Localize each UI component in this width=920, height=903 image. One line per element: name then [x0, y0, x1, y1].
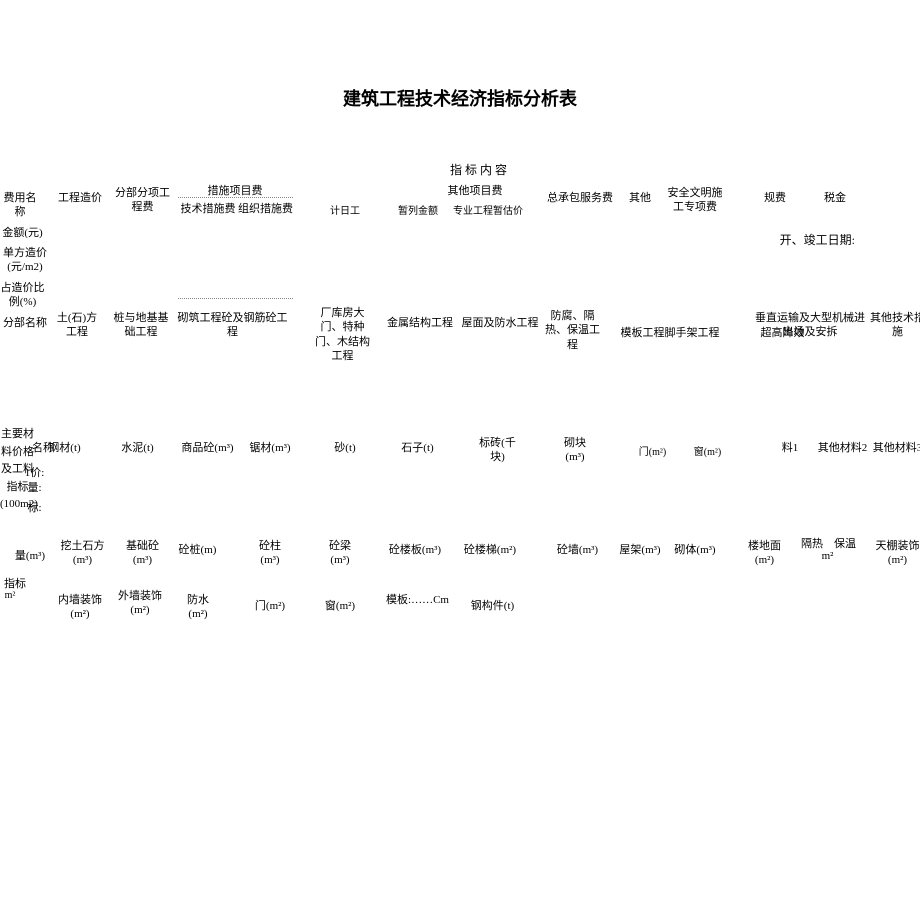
cell-concrete-wall: 砼墙(m³) — [550, 543, 605, 557]
cell-concrete-beam: 砼梁(m³) — [320, 539, 360, 568]
row-qty-m3: 量(m³) — [10, 549, 50, 563]
cell-door: 门(m²) — [250, 599, 290, 613]
cell-foundation-concrete: 基础砼(m³) — [120, 539, 165, 568]
cell-lumber: 锯材(m³) — [245, 441, 295, 455]
header-project-cost: 工程造价 — [55, 191, 105, 205]
cell-masonry-body: 砌体(m³) — [670, 543, 720, 557]
cell-roof-truss: 屋架(m³) — [615, 543, 665, 557]
header-reg-fee: 规费 — [755, 191, 795, 205]
divider — [178, 197, 293, 198]
cell-masonry: 砌筑工程砼及钢筋砼工程 — [175, 311, 290, 340]
cell-floor: 楼地面(m²) — [742, 539, 787, 568]
cell-interior-wall: 内墙装饰(m²) — [55, 593, 105, 622]
header-daywork: 计日工 — [320, 205, 370, 218]
cell-concrete-slab: 砼楼板(m³) — [385, 543, 445, 557]
header-fee-name: 费用名称 — [0, 191, 40, 220]
cell-metal-structure: 金属结构工程 — [385, 316, 455, 330]
cell-ceiling: 天棚装饰(m²) — [870, 539, 920, 568]
cell-super-high: 超高降效 — [755, 326, 810, 340]
cell-window: 窗(m²) — [320, 599, 360, 613]
cell-concrete-column: 砼柱(m³) — [250, 539, 290, 568]
cell-concrete: 商品砼(m³) — [175, 441, 240, 455]
header-org-measure: 组织措施费 — [238, 202, 293, 216]
header-other: 其他 — [620, 191, 660, 205]
cell-concrete-pile: 砼桩(m) — [175, 543, 220, 557]
cell-brick: 标砖(千块) — [475, 436, 520, 465]
cell-mat1: 料1 — [775, 441, 805, 455]
cell-cement: 水泥(t) — [115, 441, 160, 455]
cell-concrete-stair: 砼楼梯(m²) — [460, 543, 520, 557]
row-ratio: 占造价比例(%) — [0, 281, 45, 310]
row-price: 1价: — [22, 466, 47, 480]
cell-mat3: 其他材料3 — [870, 441, 920, 455]
indicator-unit: m² — [0, 589, 20, 602]
cell-block: 砌块(m³) — [555, 436, 595, 465]
cell-formwork: 模板:……Cm — [385, 593, 450, 607]
header-other-group: 其他项目费 — [440, 184, 510, 198]
header-tech-measure: 技术措施费 — [173, 202, 243, 216]
row-qty: 量: — [22, 481, 47, 495]
header-provisional: 暂列金额 — [388, 205, 448, 218]
header-tax: 税金 — [815, 191, 855, 205]
row-amount: 金额(元) — [0, 226, 45, 240]
cell-other-tech: 其他技术措施 — [870, 311, 920, 340]
cell-waterproof: 防水(m²) — [178, 593, 218, 622]
cell-anticorrosion: 防腐、隔热、保温工程 — [540, 309, 605, 352]
cell-formwork-scaffold: 模板工程脚手架工程 — [620, 326, 720, 340]
header-general-contract: 总承包服务费 — [545, 191, 615, 205]
cell-earthwork: 土(石)方工程 — [52, 311, 102, 340]
cell-pile-foundation: 桩与地基基础工程 — [112, 311, 170, 340]
cell-mat2: 其他材料2 — [815, 441, 870, 455]
cell-steel-component: 钢构件(t) — [465, 599, 520, 613]
divider — [178, 298, 293, 299]
header-safety: 安全文明施工专项费 — [665, 186, 725, 215]
cell-exterior-wall: 外墙装饰(m²) — [115, 589, 165, 618]
date-label: 开、竣工日期: — [780, 231, 855, 248]
page-title: 建筑工程技术经济指标分析表 — [0, 85, 920, 111]
header-division-cost: 分部分项工程费 — [115, 186, 170, 215]
cell-door-mat: 门(m²) — [630, 446, 675, 459]
indicator-header: 指 标 内 容 — [450, 161, 507, 178]
cell-roof-waterproof: 屋面及防水工程 — [460, 316, 540, 330]
cell-door-wood: 厂库房大门、特种门、木结构工程 — [310, 306, 375, 363]
cell-insulation-unit: m² — [815, 549, 840, 563]
row-indicator: 标: — [22, 501, 47, 515]
header-specialty: 专业工程暂估价 — [448, 205, 528, 218]
row-division-name: 分部名称 — [0, 316, 50, 330]
cell-steel: 钢材(t) — [42, 441, 87, 455]
cell-excavation: 挖土石方(m³) — [55, 539, 110, 568]
cell-stone: 石子(t) — [395, 441, 440, 455]
row-unit-cost: 单方造价(元/m2) — [0, 246, 50, 275]
cell-window-mat: 窗(m²) — [685, 446, 730, 459]
cell-sand: 砂(t) — [325, 441, 365, 455]
